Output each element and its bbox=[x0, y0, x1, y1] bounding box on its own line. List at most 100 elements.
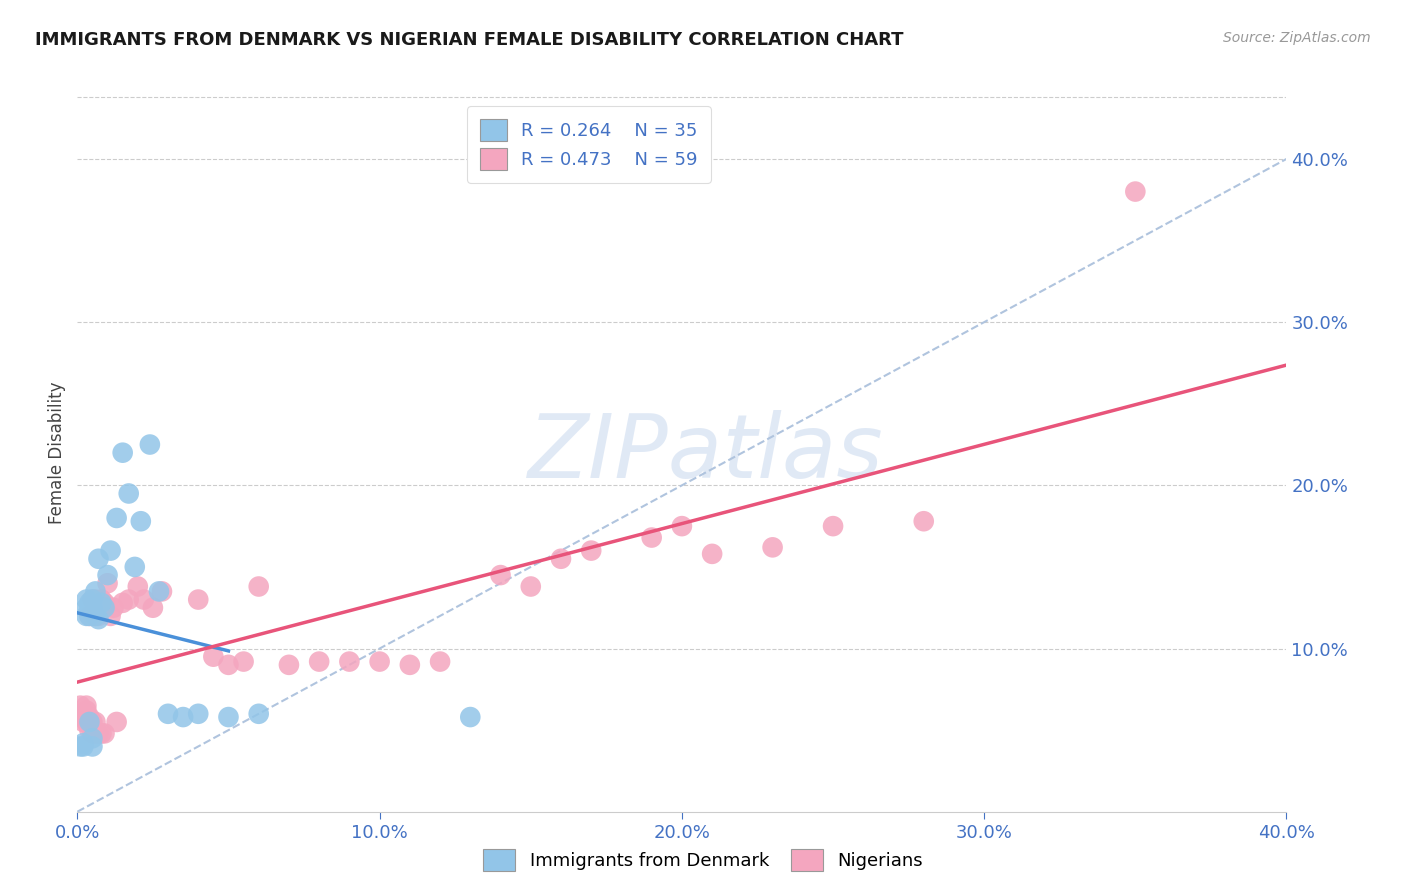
Point bbox=[82, 739, 104, 754]
Point bbox=[75, 704, 97, 718]
Point bbox=[82, 731, 104, 746]
Point bbox=[82, 592, 104, 607]
Point bbox=[90, 726, 112, 740]
Point bbox=[1123, 185, 1146, 199]
Point bbox=[79, 608, 101, 623]
Point bbox=[72, 706, 94, 721]
Point bbox=[118, 592, 141, 607]
Point bbox=[157, 706, 180, 721]
Point bbox=[127, 580, 149, 594]
Point bbox=[105, 714, 128, 729]
Point bbox=[150, 584, 173, 599]
Point bbox=[82, 600, 104, 615]
Point bbox=[69, 739, 91, 754]
Point bbox=[105, 511, 128, 525]
Text: Source: ZipAtlas.com: Source: ZipAtlas.com bbox=[1223, 31, 1371, 45]
Point bbox=[90, 592, 112, 607]
Text: ZIPatlas: ZIPatlas bbox=[529, 409, 884, 496]
Point bbox=[72, 739, 94, 754]
Point bbox=[79, 723, 101, 738]
Point bbox=[187, 592, 209, 607]
Point bbox=[72, 714, 94, 729]
Point bbox=[84, 714, 107, 729]
Point bbox=[187, 706, 209, 721]
Point bbox=[100, 608, 122, 623]
Point bbox=[142, 600, 165, 615]
Point bbox=[93, 600, 115, 615]
Point bbox=[90, 596, 112, 610]
Point bbox=[489, 568, 512, 582]
Point bbox=[399, 657, 422, 672]
Point bbox=[308, 655, 330, 669]
Point bbox=[82, 714, 104, 729]
Point bbox=[72, 736, 94, 750]
Point bbox=[69, 706, 91, 721]
Point bbox=[218, 710, 240, 724]
Point bbox=[87, 551, 110, 566]
Point bbox=[129, 514, 152, 528]
Legend: Immigrants from Denmark, Nigerians: Immigrants from Denmark, Nigerians bbox=[475, 842, 931, 879]
Point bbox=[111, 596, 134, 610]
Point bbox=[72, 710, 94, 724]
Point bbox=[79, 710, 101, 724]
Point bbox=[124, 560, 146, 574]
Point bbox=[111, 445, 134, 460]
Point bbox=[84, 726, 107, 740]
Point bbox=[84, 584, 107, 599]
Point bbox=[118, 486, 141, 500]
Point bbox=[75, 592, 97, 607]
Point bbox=[79, 596, 101, 610]
Point bbox=[75, 600, 97, 615]
Y-axis label: Female Disability: Female Disability bbox=[48, 382, 66, 524]
Point bbox=[103, 600, 125, 615]
Point bbox=[702, 547, 724, 561]
Point bbox=[218, 657, 240, 672]
Point bbox=[84, 608, 107, 623]
Point bbox=[96, 576, 118, 591]
Point bbox=[69, 698, 91, 713]
Point bbox=[139, 437, 162, 451]
Point bbox=[550, 551, 572, 566]
Point bbox=[87, 608, 110, 623]
Point bbox=[82, 608, 104, 623]
Point bbox=[247, 706, 270, 721]
Point bbox=[671, 519, 693, 533]
Point bbox=[232, 655, 254, 669]
Point bbox=[247, 580, 270, 594]
Point bbox=[75, 608, 97, 623]
Point bbox=[429, 655, 451, 669]
Point bbox=[75, 714, 97, 729]
Point bbox=[84, 608, 107, 623]
Point bbox=[87, 726, 110, 740]
Point bbox=[75, 698, 97, 713]
Point bbox=[79, 600, 101, 615]
Point bbox=[93, 726, 115, 740]
Point bbox=[172, 710, 194, 724]
Point bbox=[337, 655, 360, 669]
Point bbox=[75, 710, 97, 724]
Point bbox=[79, 714, 101, 729]
Point bbox=[912, 514, 935, 528]
Point bbox=[82, 726, 104, 740]
Point bbox=[368, 655, 391, 669]
Point bbox=[148, 584, 170, 599]
Point bbox=[520, 580, 543, 594]
Point bbox=[762, 541, 785, 555]
Point bbox=[202, 649, 225, 664]
Point bbox=[458, 710, 481, 724]
Legend: R = 0.264    N = 35, R = 0.473    N = 59: R = 0.264 N = 35, R = 0.473 N = 59 bbox=[467, 106, 710, 183]
Point bbox=[641, 531, 664, 545]
Point bbox=[84, 592, 107, 607]
Point bbox=[79, 608, 101, 623]
Point bbox=[96, 568, 118, 582]
Point bbox=[93, 596, 115, 610]
Point bbox=[100, 543, 122, 558]
Point bbox=[87, 612, 110, 626]
Point bbox=[581, 543, 603, 558]
Point bbox=[821, 519, 844, 533]
Point bbox=[132, 592, 155, 607]
Point bbox=[79, 714, 101, 729]
Text: IMMIGRANTS FROM DENMARK VS NIGERIAN FEMALE DISABILITY CORRELATION CHART: IMMIGRANTS FROM DENMARK VS NIGERIAN FEMA… bbox=[35, 31, 904, 49]
Point bbox=[278, 657, 301, 672]
Point bbox=[82, 592, 104, 607]
